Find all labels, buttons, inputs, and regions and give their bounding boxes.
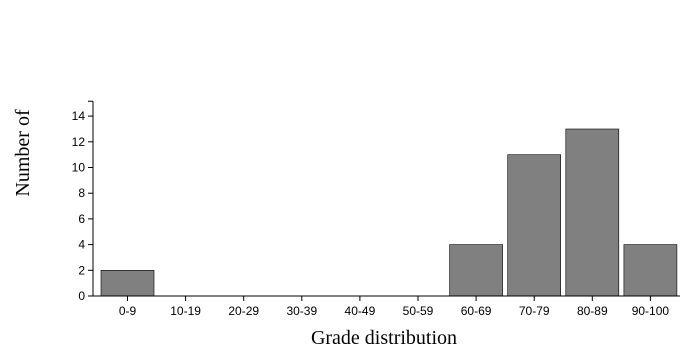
y-axis-title: Number of xyxy=(12,109,34,197)
y-tick-label-0: 0 xyxy=(78,289,85,303)
bar-80-89 xyxy=(565,128,620,297)
x-axis-title: Grade distribution xyxy=(311,327,457,348)
y-axis: 0 2 4 6 8 10 12 14 xyxy=(72,100,94,303)
y-tick-label-10: 10 xyxy=(72,161,86,175)
x-tick-label-90-100: 90-100 xyxy=(632,304,670,318)
x-tick-label-30-39: 30-39 xyxy=(286,304,317,318)
y-tick-label-6: 6 xyxy=(78,212,85,226)
bars-group xyxy=(100,128,678,297)
y-tick-label-8: 8 xyxy=(78,186,85,200)
x-axis: 0-9 10-19 20-29 30-39 40-49 50-59 60-69 70-79 80… xyxy=(93,295,680,318)
y-tick-label-14: 14 xyxy=(72,109,86,123)
x-tick-label-40-49: 40-49 xyxy=(345,304,376,318)
x-tick-label-60-69: 60-69 xyxy=(461,304,492,318)
x-tick-label-70-79: 70-79 xyxy=(519,304,550,318)
bar-70-79 xyxy=(507,154,562,297)
bar-0-9 xyxy=(100,269,155,297)
x-tick-label-80-89: 80-89 xyxy=(577,304,608,318)
x-tick-label-50-59: 50-59 xyxy=(403,304,434,318)
x-tick-label-10-19: 10-19 xyxy=(170,304,201,318)
bar-90-100 xyxy=(623,244,678,297)
y-tick-label-12: 12 xyxy=(72,135,86,149)
y-tick-label-2: 2 xyxy=(78,263,85,277)
y-tick-label-4: 4 xyxy=(78,238,85,252)
x-tick-label-20-29: 20-29 xyxy=(228,304,259,318)
bar-60-69 xyxy=(449,244,503,297)
x-tick-label-0-9: 0-9 xyxy=(119,304,137,318)
